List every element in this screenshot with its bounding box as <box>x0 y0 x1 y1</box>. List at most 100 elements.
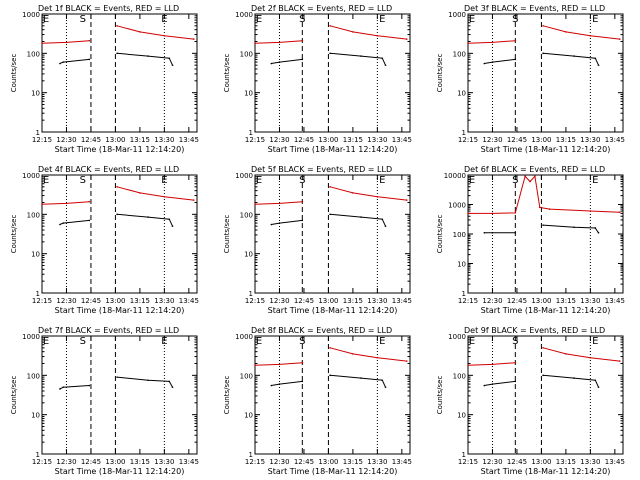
data-point-events <box>360 55 362 57</box>
series-line-lld <box>467 25 620 44</box>
data-point-lld <box>163 34 166 37</box>
data-point-lld <box>405 199 408 201</box>
plot-frame <box>254 335 411 455</box>
start-marker-label: S <box>80 175 86 186</box>
x-tick-label: 13:45 <box>179 136 199 144</box>
y-tick-label: 1 <box>249 290 253 298</box>
data-point-lld <box>278 363 281 366</box>
chart-title: Det 4f BLACK = Events, RED = LLD <box>38 165 179 174</box>
chart-panel-1: Det 1f BLACK = Events, RED = LLD Counts/s… <box>10 4 199 154</box>
data-point-events <box>573 377 575 379</box>
end-marker-label: E <box>379 336 385 347</box>
data-point-lld <box>352 353 354 355</box>
plot-frame <box>254 13 411 133</box>
y-tick-label: 1 <box>36 290 40 298</box>
data-point-lld <box>65 41 68 44</box>
y-tick-label: 10000 <box>444 172 466 180</box>
y-tick-label: 1000 <box>448 11 466 19</box>
y-tick-label: 100 <box>27 50 40 58</box>
data-point-lld <box>514 361 517 364</box>
data-point-events <box>384 64 387 66</box>
y-tick-label: 10 <box>31 412 40 420</box>
data-point-lld <box>278 202 281 205</box>
data-point-events <box>329 213 331 216</box>
y-tick-label: 10 <box>244 412 253 420</box>
x-tick-label: 12:30 <box>56 297 76 305</box>
x-tick-label: 13:15 <box>130 458 150 466</box>
data-point-events <box>491 231 494 234</box>
x-tick-label: 12:15 <box>458 458 478 466</box>
data-point-lld <box>589 356 592 359</box>
x-tick-label: 12:45 <box>294 458 314 466</box>
data-point-events <box>594 227 597 229</box>
data-point-lld <box>467 364 469 367</box>
start-marker-label: S <box>299 14 305 25</box>
data-point-events <box>62 61 65 63</box>
data-point-events <box>270 223 273 226</box>
series-line-lld <box>467 347 620 366</box>
data-point-events <box>542 374 544 377</box>
data-point-lld <box>192 199 195 201</box>
data-point-events <box>168 380 171 383</box>
data-point-events <box>171 64 174 66</box>
data-point-lld <box>405 38 408 40</box>
x-tick-label: 12:15 <box>32 136 52 144</box>
x-axis-label: Start Time (18-Mar-11 12:14:20) <box>481 306 611 315</box>
x-axis-label: Start Time (18-Mar-11 12:14:20) <box>55 145 185 154</box>
data-point-events <box>270 384 273 387</box>
start-marker-label: S <box>512 14 518 25</box>
data-point-lld <box>467 42 469 45</box>
x-tick-label: 13:00 <box>531 297 551 305</box>
x-axis-label: Start Time (18-Mar-11 12:14:20) <box>268 306 398 315</box>
end-marker-label: E <box>592 14 598 25</box>
data-point-lld <box>548 208 551 210</box>
x-tick-label: 12:30 <box>56 458 76 466</box>
x-tick-label: 13:45 <box>605 136 625 144</box>
data-point-events <box>381 379 384 382</box>
data-point-events <box>147 379 149 382</box>
chart-title: Det 2f BLACK = Events, RED = LLD <box>251 4 392 13</box>
data-point-lld <box>542 25 544 27</box>
end-marker-label: E <box>161 336 167 347</box>
data-point-events <box>594 57 597 60</box>
x-tick-label: 12:30 <box>269 458 289 466</box>
data-point-events <box>168 57 171 60</box>
x-axis-label: Start Time (18-Mar-11 12:14:20) <box>481 145 611 154</box>
start-marker-label: S <box>299 336 305 347</box>
x-tick-label: 13:45 <box>392 458 412 466</box>
y-axis-label: Counts/sec <box>223 376 231 415</box>
x-tick-label: 13:00 <box>531 136 551 144</box>
data-point-events <box>514 231 517 234</box>
data-point-events <box>542 52 544 55</box>
series-line-lld <box>41 25 194 44</box>
start-marker-label: S <box>80 14 86 25</box>
data-point-events <box>116 52 118 55</box>
y-tick-label: 1 <box>249 451 253 459</box>
x-axis-label: Start Time (18-Mar-11 12:14:20) <box>55 306 185 315</box>
data-point-events <box>171 386 174 388</box>
data-point-lld <box>163 195 166 198</box>
data-point-events <box>278 383 281 385</box>
start-marker-label: S <box>512 336 518 347</box>
y-tick-label: 1 <box>462 290 466 298</box>
x-tick-label: 13:15 <box>130 297 150 305</box>
x-tick-label: 12:15 <box>245 297 265 305</box>
end-marker-label: E <box>592 175 598 186</box>
data-point-events <box>59 223 61 226</box>
plot-frame <box>41 174 198 294</box>
y-tick-label: 100 <box>453 372 466 380</box>
data-point-events <box>594 379 597 382</box>
chart-title: Det 6f BLACK = Events, RED = LLD <box>464 165 605 174</box>
x-tick-label: 12:15 <box>32 297 52 305</box>
data-point-lld <box>301 39 304 42</box>
data-point-events <box>88 219 91 222</box>
data-point-events <box>88 384 91 387</box>
x-tick-label: 13:30 <box>580 136 600 144</box>
y-tick-label: 1 <box>249 129 253 137</box>
data-point-lld <box>565 353 567 355</box>
x-tick-label: 12:30 <box>269 136 289 144</box>
data-point-events <box>491 61 494 63</box>
y-tick-label: 10 <box>457 261 466 269</box>
data-point-lld <box>254 42 256 45</box>
chart-title: Det 7f BLACK = Events, RED = LLD <box>38 326 179 335</box>
